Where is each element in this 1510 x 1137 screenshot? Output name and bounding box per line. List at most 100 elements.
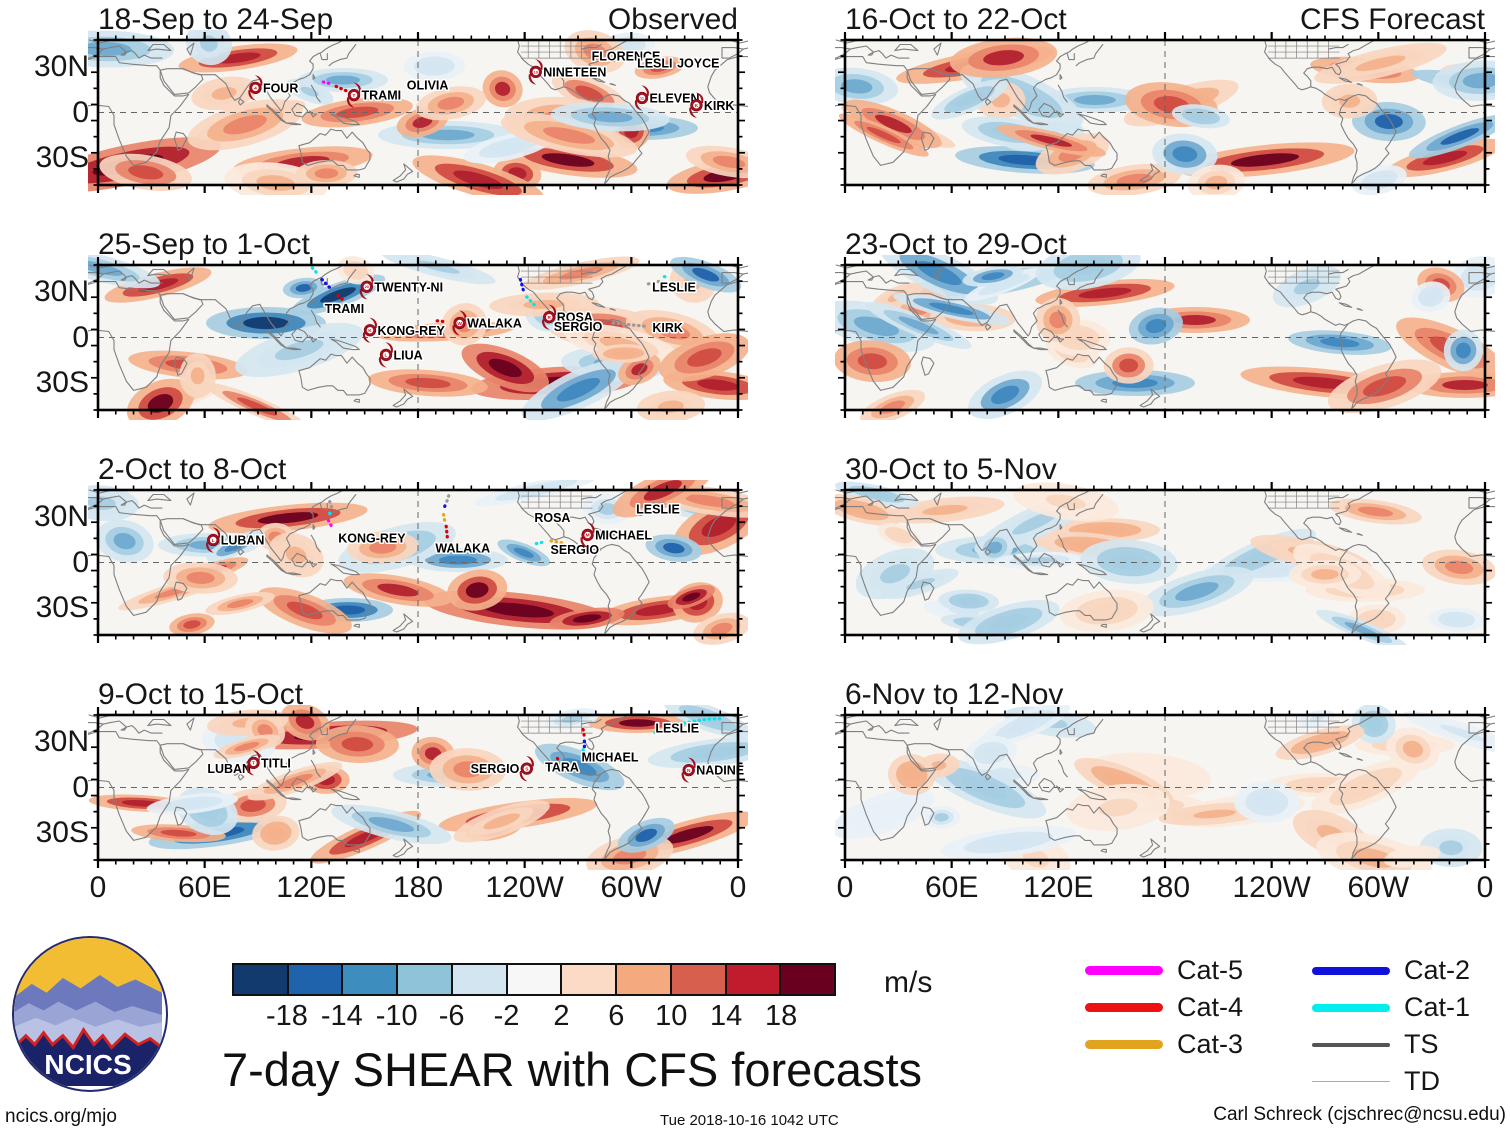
storm-label-luban: LUBAN — [221, 534, 265, 548]
storm-label-kirk: KIRK — [652, 321, 683, 335]
y-axis-label-0: 0 — [72, 545, 89, 579]
storm-label-leslie: LESLIE — [636, 502, 680, 516]
storm-track-kirk — [611, 321, 651, 329]
hurricane-icon-nadine: N — [681, 757, 696, 783]
shear-map-obs-week2: 20 TWENTY-NI TRAMI K KONG-REY W WALAKA L LIUA R RO… — [88, 255, 748, 420]
storm-label-nineteen: NINETEEN — [543, 65, 606, 79]
storm-track-trami — [336, 293, 346, 303]
coastlines — [835, 489, 1495, 635]
panel-title-fcst-week4: 6-Nov to 12-Nov — [845, 678, 1064, 711]
map-box-fcst-week2 — [835, 255, 1495, 420]
legend-label-ts: TS — [1404, 1029, 1439, 1059]
x-axis-label-4: 120W — [485, 871, 564, 904]
colorbar-swatch-10 — [781, 965, 835, 994]
svg-text:K: K — [368, 328, 372, 334]
svg-text:11: 11 — [640, 96, 644, 100]
storm-track-rosa — [518, 277, 526, 293]
storm-label-trami: TRAMI — [325, 302, 365, 316]
storm-tracks — [321, 57, 651, 93]
legend-swatch-td — [1312, 1080, 1390, 1083]
panel-title-obs-week4: 9-Oct to 15-Oct — [98, 678, 304, 711]
hurricane-icon-walaka: W — [452, 310, 467, 336]
legend-swatch-ts — [1312, 1042, 1390, 1047]
x-axis-label-3: 180 — [392, 871, 444, 904]
map-box-fcst-week4 — [835, 705, 1495, 870]
x-axis-label-1: 60E — [177, 871, 232, 904]
footer-site-url: ncics.org/mjo — [5, 1106, 117, 1127]
gridlines — [98, 40, 738, 185]
colorbar-tick--14: -14 — [320, 1000, 363, 1032]
storm-label-tara: TARA — [545, 761, 579, 775]
gridlines — [845, 40, 1485, 185]
storm-track-trami — [310, 266, 321, 277]
storm-label-lesli: LESLI — [637, 57, 672, 71]
shear-map-fcst-week1 — [835, 32, 1495, 195]
storm-label-sergio: SERGIO — [550, 543, 599, 557]
storm-label-florence: FLORENCE — [592, 49, 661, 63]
x-axis-label-4: 120W — [1232, 871, 1311, 904]
hurricane-icon-nineteen: 19 — [528, 59, 543, 85]
hurricane-icon-trami: T — [346, 82, 362, 108]
storm-label-twenty-ni: TWENTY-NI — [374, 280, 443, 294]
storm-label-four: FOUR — [263, 81, 298, 95]
shear-colorbar — [232, 963, 836, 996]
colorbar-tick-labels: -18 -14 -10 -6 -2 2 6 10 14 18 — [232, 1000, 836, 1034]
map-frame — [91, 32, 745, 193]
storm-track-rosa — [525, 295, 538, 309]
hurricane-icon-kong-rey: K — [362, 317, 378, 343]
colorbar-swatch-2 — [343, 965, 399, 994]
y-axis-label-30n: 30N — [33, 50, 89, 84]
legend-swatch-cat-2 — [1312, 966, 1390, 975]
colorbar-swatch-8 — [671, 965, 727, 994]
y-axis-label-30n: 30N — [33, 275, 89, 309]
hurricane-icon-kirk: K — [689, 92, 704, 118]
coastlines — [88, 714, 748, 860]
ncics-logo-text: NCICS — [44, 1049, 131, 1080]
panel-fcst-week2: 23-Oct to 29-Oct — [835, 228, 1495, 420]
footer-author: Carl Schreck (cjschrec@ncsu.edu) — [1213, 1104, 1506, 1125]
storm-track-trami — [320, 277, 334, 292]
storm-track-walaka — [442, 513, 447, 524]
y-axis-label-0: 0 — [72, 320, 89, 354]
panel-obs-week4: 9-Oct to 15-Oct LUBAN T TITLI S SERGIO TARA MIC… — [34, 678, 748, 904]
shear-anomaly-field — [835, 705, 1495, 870]
gridlines — [98, 490, 738, 635]
storm-track-walaka — [444, 524, 449, 540]
panel-fcst-week4: 6-Nov to 12-Nov 0 60E 120E 180 120W 60W 0 — [835, 678, 1495, 904]
legend-item-cat-1: Cat-1 — [1312, 989, 1470, 1026]
shear-anomaly-field — [835, 255, 1495, 420]
storm-label-sergio: SERGIO — [554, 320, 603, 334]
storm-track-kong-rey — [328, 500, 334, 511]
storm-label-kong-rey: KONG-REY — [378, 324, 446, 338]
shear-map-fcst-week3 — [835, 481, 1495, 645]
colorbar-tick-2: 2 — [553, 1000, 570, 1032]
hurricane-icon-liua: L — [378, 342, 394, 368]
storm-track-tara — [555, 756, 561, 765]
map-frame — [91, 482, 745, 643]
storm-track-walaka — [435, 319, 446, 324]
storm-label-walaka: WALAKA — [435, 542, 490, 556]
y-axis-label-0: 0 — [72, 95, 89, 129]
coastlines — [88, 489, 748, 635]
colorbar-swatch-5 — [507, 965, 563, 994]
x-axis-label-1: 60E — [924, 871, 979, 904]
panel-title-fcst-week3: 30-Oct to 5-Nov — [845, 453, 1057, 486]
panel-title-obs-week3: 2-Oct to 8-Oct — [98, 453, 287, 486]
storm-track-sergio — [534, 539, 548, 546]
colorbar-tick-18: 18 — [764, 1000, 798, 1032]
storm-track-walaka — [442, 504, 447, 512]
figure-title: 7-day SHEAR with CFS forecasts — [222, 1043, 922, 1096]
svg-text:20: 20 — [365, 285, 369, 289]
x-axis-label-6: 0 — [1476, 871, 1494, 904]
legend-item-td: TD — [1312, 1063, 1470, 1100]
storm-track-trami — [321, 80, 332, 86]
shear-map-obs-week3: L LUBAN KONG-REY WALAKA ROSA SERGIO M MICHAEL LE… — [88, 480, 748, 645]
coastlines — [88, 39, 748, 185]
gridlines — [98, 265, 738, 410]
coastlines — [835, 264, 1495, 410]
colorbar-tick--6: -6 — [438, 1000, 465, 1032]
legend-swatch-cat-4 — [1085, 1003, 1163, 1012]
colorbar-swatch-9 — [726, 965, 782, 994]
svg-text:L: L — [385, 353, 388, 359]
x-axis-label-0: 0 — [836, 871, 854, 904]
